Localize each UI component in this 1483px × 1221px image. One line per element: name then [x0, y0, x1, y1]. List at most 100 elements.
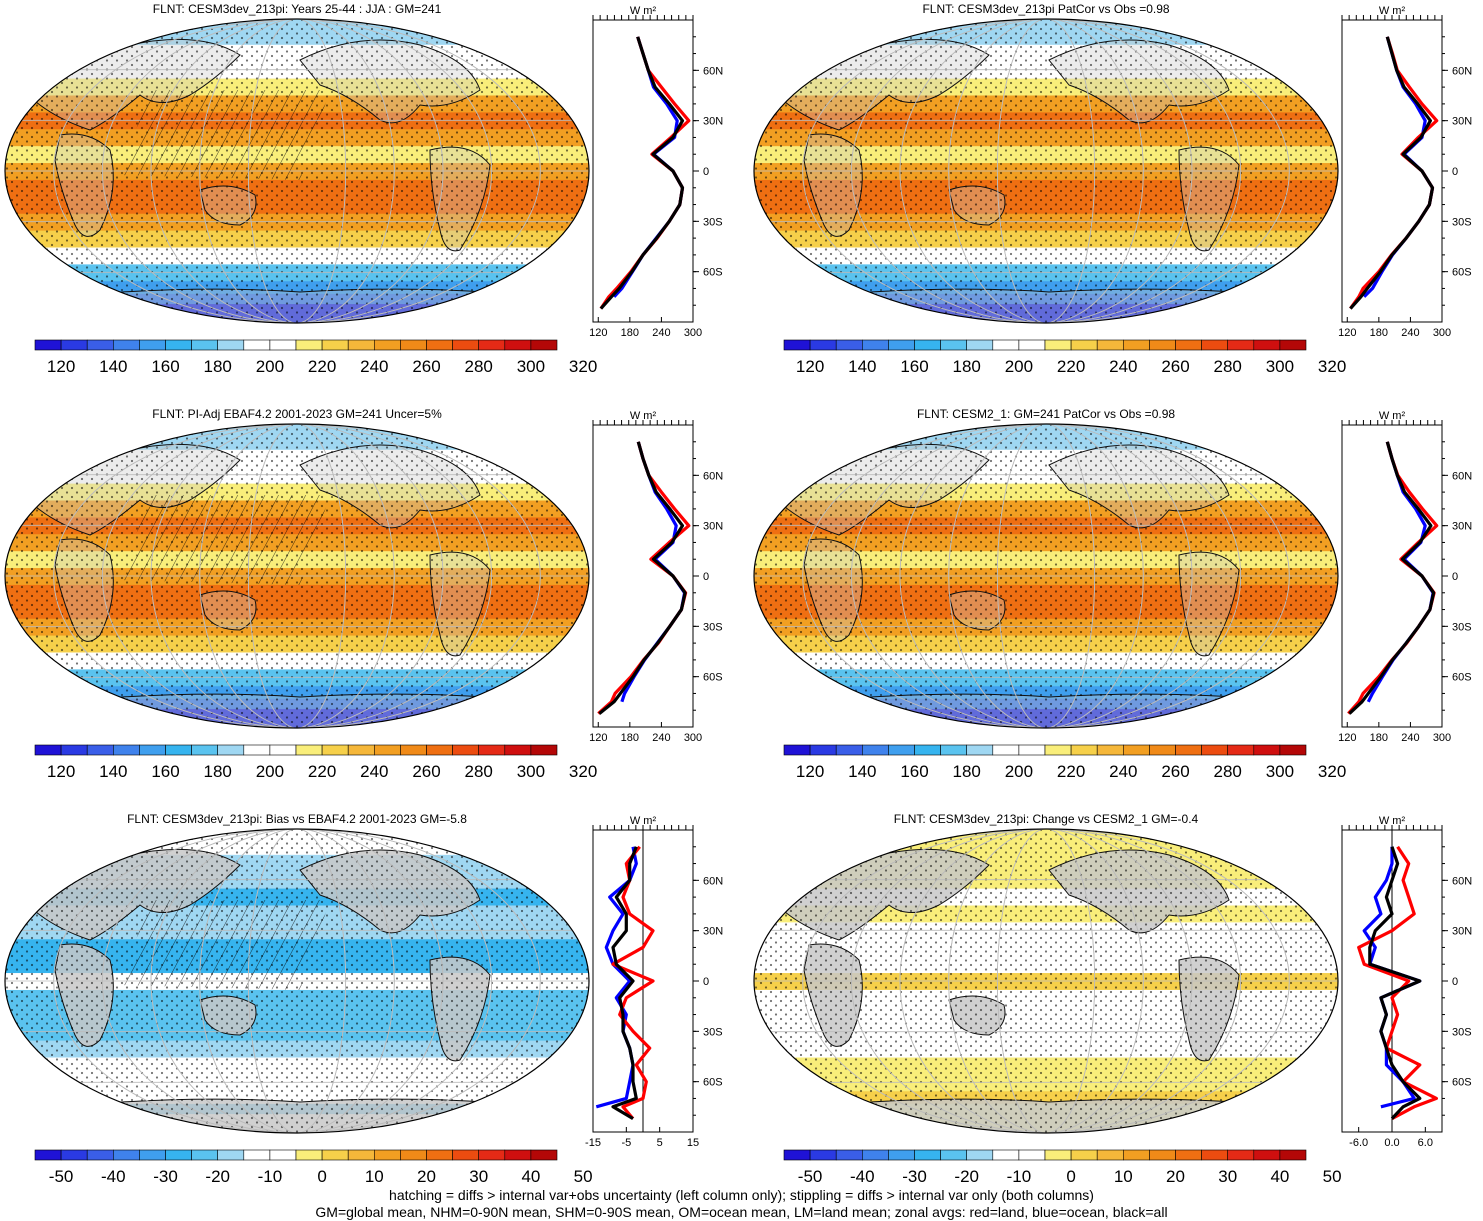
colorbar-swatch — [295, 744, 323, 756]
colorbar-swatch — [888, 1149, 915, 1161]
colorbar-label: 260 — [412, 357, 440, 376]
graticule-lon — [996, 19, 1096, 323]
graticule-lon — [802, 829, 1290, 1133]
zonal-y-label: 60N — [1452, 65, 1472, 77]
colorbar-swatch — [1175, 339, 1202, 351]
colorbar-swatch — [139, 1149, 166, 1161]
colorbar-swatch — [478, 339, 506, 351]
colorbar-label: -10 — [258, 1167, 283, 1186]
colorbar-swatch — [1070, 339, 1098, 351]
colorbar-swatch — [1018, 339, 1046, 351]
panel-title: FLNT: CESM3dev_213pi: Bias vs EBAF4.2 20… — [127, 812, 467, 826]
colorbar-swatch — [888, 339, 915, 351]
zonal-y-label: 60S — [703, 1077, 723, 1089]
colorbar-swatch — [113, 744, 140, 756]
colorbar-label: 180 — [204, 357, 232, 376]
zonal-frame — [1341, 424, 1443, 728]
colorbar-label: 0 — [317, 1167, 326, 1186]
colorbar-swatch — [478, 1149, 506, 1161]
colorbar-swatch — [165, 1149, 192, 1161]
colorbar: 120 140 160 180 200 220 240 260 280 300 320 — [34, 339, 597, 376]
graticule-lon — [948, 19, 1144, 323]
zonal-y-label: 30S — [1452, 216, 1472, 228]
colorbar-label: 40 — [521, 1167, 540, 1186]
graticule-lon — [802, 424, 1290, 728]
colorbar-swatch — [530, 744, 558, 756]
colorbar: 120 140 160 180 200 220 240 260 280 300 320 — [783, 339, 1346, 376]
colorbar-swatch — [1044, 339, 1072, 351]
zonal-x-label: 240 — [1401, 732, 1419, 744]
colorbar-swatch — [1279, 744, 1307, 756]
colorbar-swatch — [809, 1149, 837, 1161]
colorbar-swatch — [1096, 1149, 1124, 1161]
graticule-lon — [199, 19, 395, 323]
colorbar-swatch — [191, 744, 219, 756]
colorbar-swatch — [426, 744, 453, 756]
colorbar-label: -20 — [205, 1167, 230, 1186]
colorbar-swatch — [1149, 1149, 1176, 1161]
graticule-lon — [850, 424, 1242, 728]
zonal-x-label: 180 — [1370, 327, 1388, 339]
colorbar-swatch — [452, 744, 480, 756]
colorbar-swatch — [243, 744, 271, 756]
colorbar-label: 200 — [256, 357, 284, 376]
zonal-x-label: 240 — [652, 327, 670, 339]
zonal-line-land — [611, 845, 655, 1120]
colorbar-swatch — [1018, 1149, 1046, 1161]
colorbar-swatch — [86, 744, 114, 756]
colorbar-label: 50 — [574, 1167, 593, 1186]
colorbar-swatch — [1175, 744, 1202, 756]
zonal-plot: W m² -6.0 0.0 6.0 60N 30N 0 30S 60S — [1341, 815, 1472, 1149]
colorbar-swatch — [835, 1149, 863, 1161]
zonal-y-label: 60S — [1452, 1077, 1472, 1089]
colorbar-swatch — [243, 339, 271, 351]
colorbar-label: 160 — [900, 762, 928, 781]
zonal-x-label: 180 — [621, 732, 639, 744]
zonal-y-label: 30N — [1452, 521, 1472, 533]
colorbar-label: 240 — [360, 762, 388, 781]
graticule-lon — [101, 829, 493, 1133]
zonal-unit-label: W m² — [1379, 410, 1406, 422]
map-field — [754, 829, 1338, 1133]
zonal-x-label: 0.0 — [1384, 1137, 1399, 1149]
zonal-x-label: 120 — [589, 327, 607, 339]
colorbar-swatch — [940, 744, 968, 756]
zonal-frame — [592, 424, 694, 728]
colorbar-swatch — [992, 1149, 1020, 1161]
colorbar-swatch — [809, 339, 837, 351]
colorbar-label: 20 — [1166, 1167, 1185, 1186]
colorbar-swatch — [835, 339, 863, 351]
footnote-hatching: hatching = diffs > internal var+obs unce… — [389, 1187, 1094, 1203]
panel-4: FLNT: CESM2_1: GM=241 PatCor vs Obs =0.9… — [753, 407, 1472, 781]
colorbar-swatch — [914, 744, 941, 756]
colorbar-label: 220 — [308, 762, 336, 781]
zonal-x-label: -5 — [621, 1137, 631, 1149]
colorbar-label: 140 — [848, 357, 876, 376]
colorbar-swatch — [1279, 339, 1307, 351]
zonal-y-label: 30N — [703, 521, 723, 533]
colorbar: -50 -40 -30 -20 -10 0 10 20 30 40 50 — [34, 1149, 593, 1186]
colorbar-label: 320 — [569, 357, 597, 376]
graticule-lon — [899, 829, 1193, 1133]
zonal-unit-label: W m² — [630, 410, 657, 422]
colorbar-swatch — [862, 744, 889, 756]
colorbar-label: 260 — [1161, 357, 1189, 376]
colorbar-swatch — [347, 744, 375, 756]
colorbar-swatch — [113, 339, 140, 351]
graticule-lon — [199, 424, 395, 728]
colorbar-swatch — [966, 1149, 994, 1161]
colorbar-label: 160 — [151, 762, 179, 781]
zonal-line-ocean — [612, 36, 685, 298]
colorbar-swatch — [34, 1149, 62, 1161]
colorbar-label: 220 — [1057, 762, 1085, 781]
colorbar-swatch — [504, 744, 532, 756]
zonal-y-label: 30N — [1452, 926, 1472, 938]
colorbar-label: -40 — [101, 1167, 126, 1186]
colorbar-label: 220 — [1057, 357, 1085, 376]
zonal-y-label: 30N — [1452, 116, 1472, 128]
zonal-x-label: 240 — [652, 732, 670, 744]
colorbar-swatch — [1279, 1149, 1307, 1161]
graticule-lon — [948, 424, 1144, 728]
zonal-unit-label: W m² — [630, 815, 657, 827]
